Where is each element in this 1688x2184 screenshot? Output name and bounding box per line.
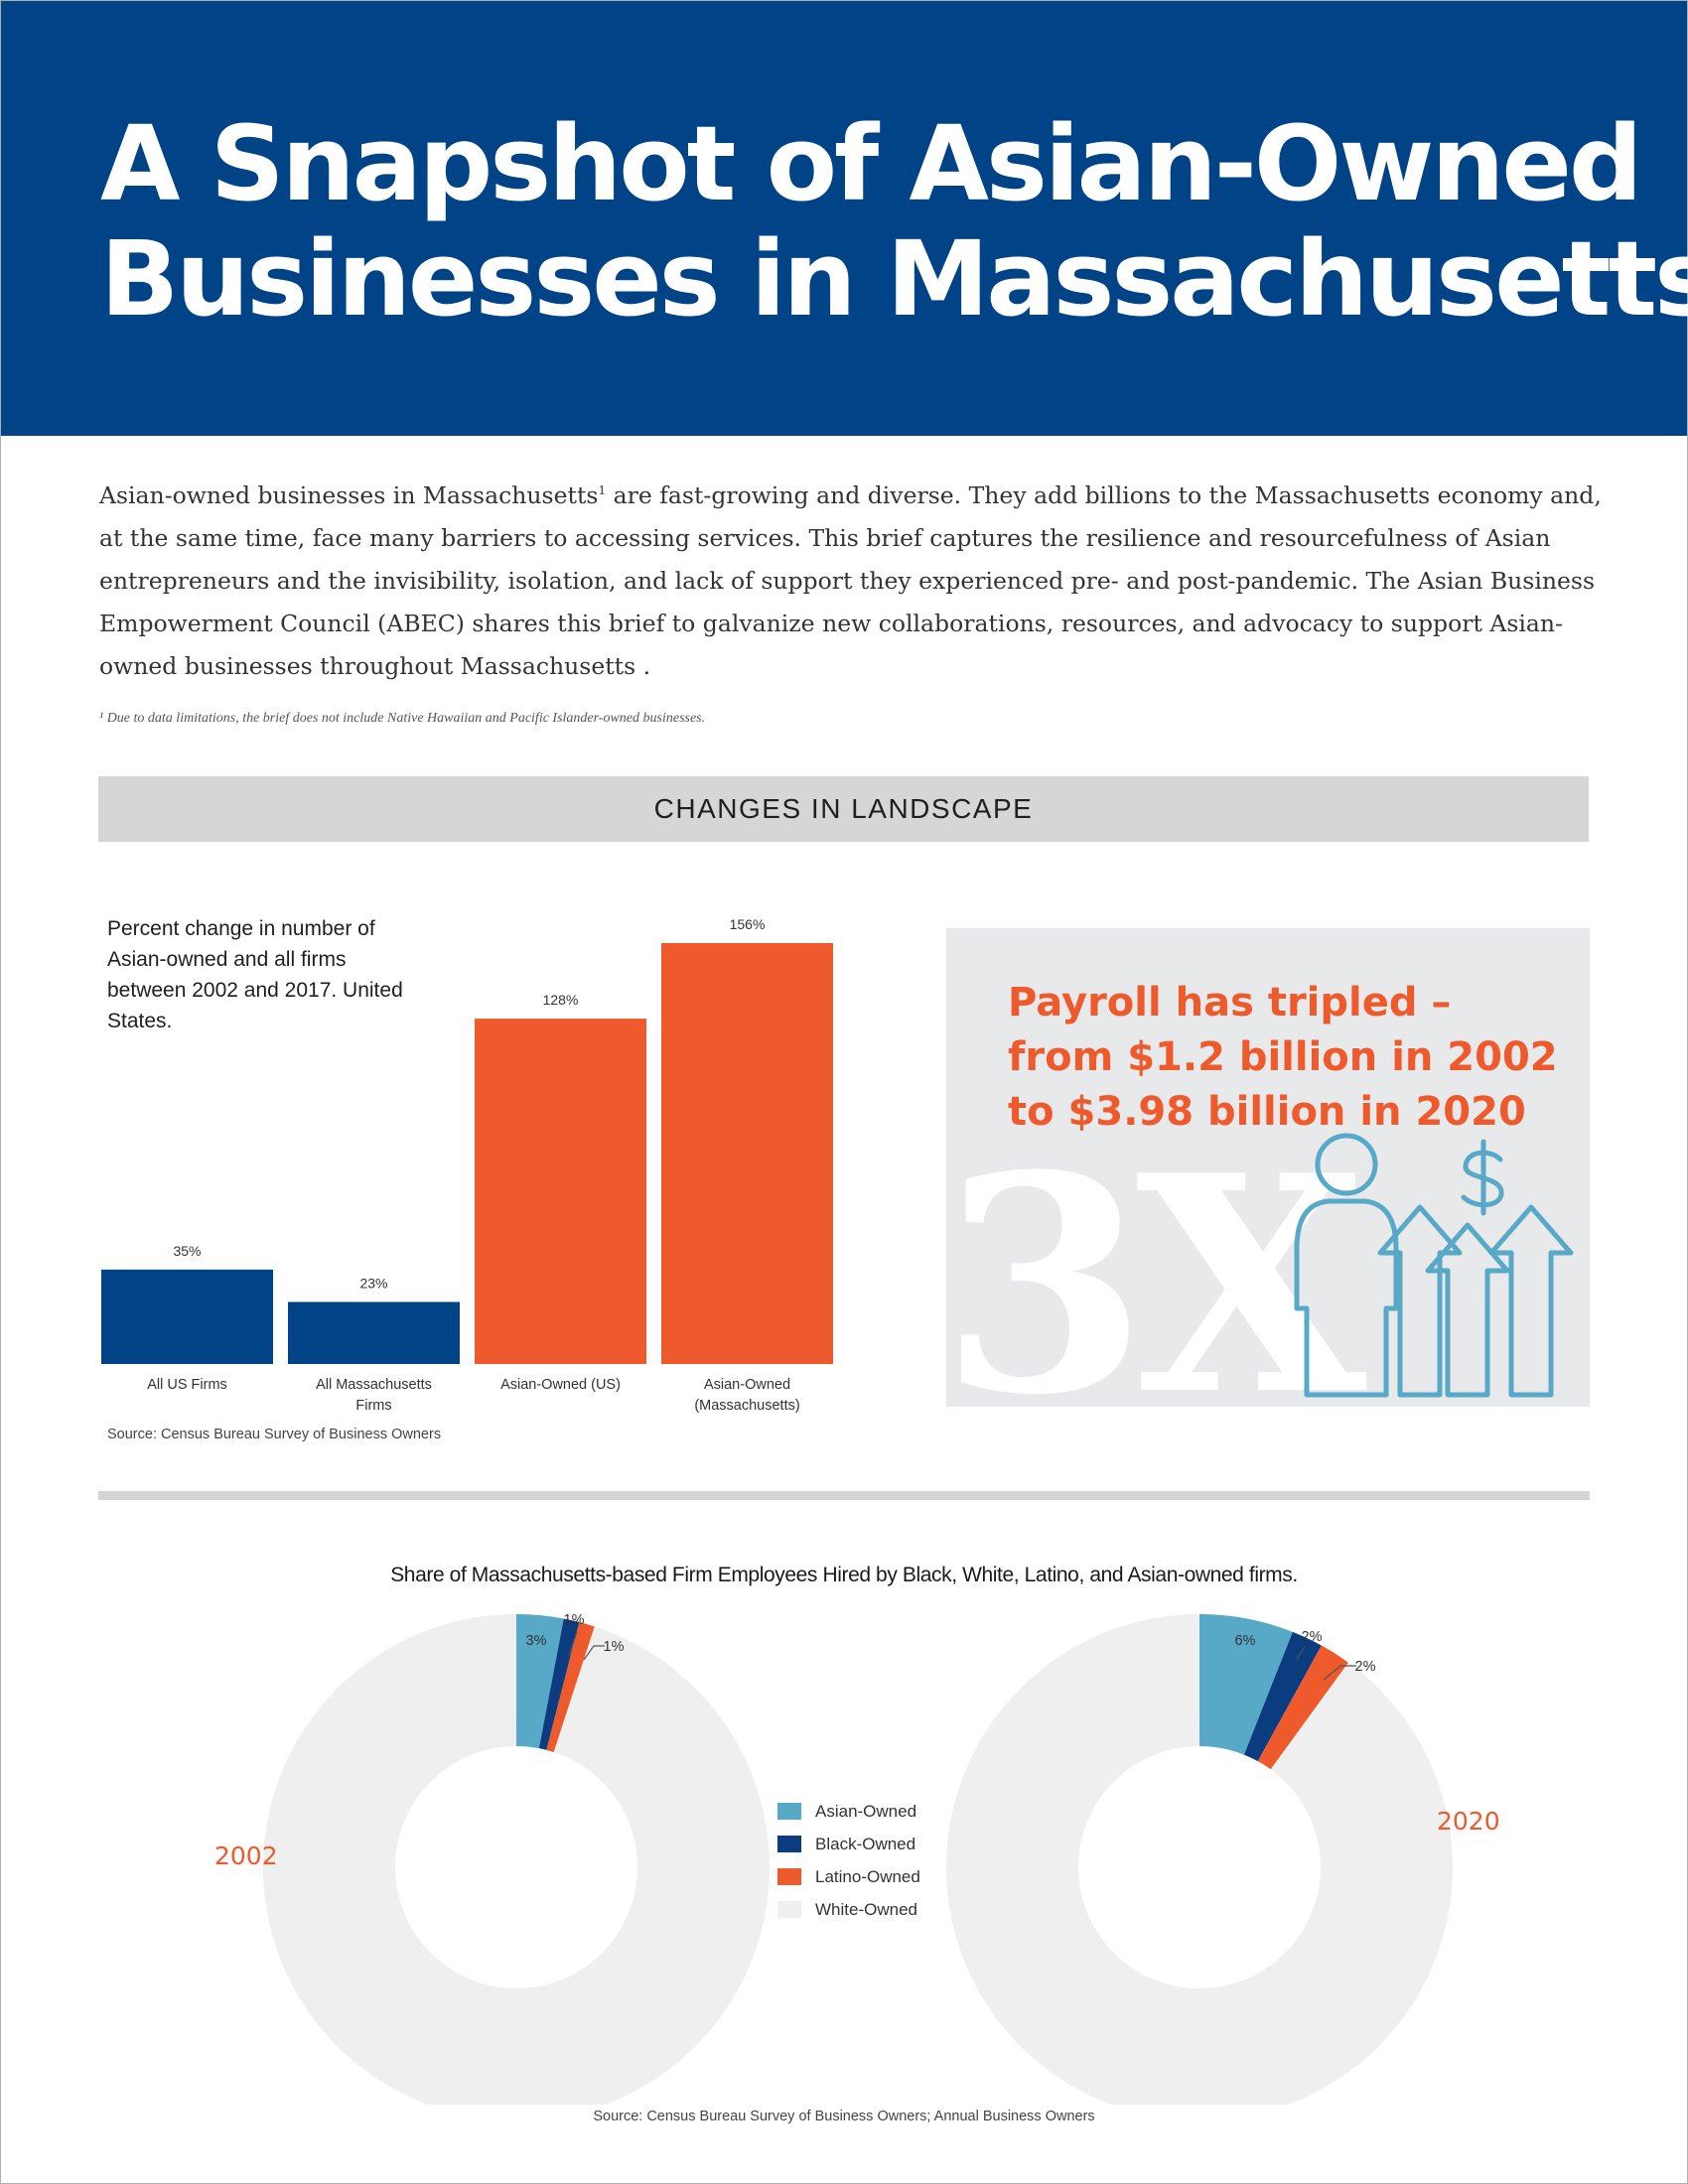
donut-2002-value-label-latino-owned: 1% [604, 1639, 625, 1655]
bar-chart: 35% All US Firms 23% All Massachusetts Firms… [101, 916, 833, 1414]
donut-2020-slice-latino-owned [1257, 1645, 1348, 1770]
legend-label-black-owned: Black-Owned [815, 1834, 916, 1853]
intro-paragraph: Asian-owned businesses in Massachusetts1… [99, 475, 1609, 688]
payroll-headline: Payroll has tripled – from $1.2 billion … [1008, 980, 1558, 1135]
page-title-line-2: Businesses in Massachusetts [100, 218, 1688, 340]
intro-text-part-2: are fast-growing and diverse. They add b… [99, 481, 1602, 680]
bar-value-label-asian-owned-us: 128% [543, 992, 579, 1008]
donut-2002-leader-line-black-owned [568, 1631, 578, 1657]
legend-item-asian-owned: Asian-Owned [777, 1795, 920, 1828]
legend-swatch-white-owned [777, 1901, 801, 1918]
donut-legend: Asian-Owned Black-Owned Latino-Owned White-… [777, 1795, 920, 1926]
section-title: CHANGES IN LANDSCAPE [653, 793, 1034, 824]
donut-2002-label: 2002 [214, 1842, 278, 1870]
legend-swatch-latino-owned [777, 1868, 801, 1885]
donut-2002-value-label-black-owned: 1% [564, 1612, 585, 1628]
donut-source: Source: Census Bureau Survey of Business… [593, 2109, 1095, 2124]
payroll-panel: 3X Payroll has tripled – from $1.2 billi… [946, 928, 1590, 1407]
donut-2020-slice-black-owned [1243, 1631, 1322, 1762]
bar-chart-note: Percent change in number of Asian-owned … [107, 917, 403, 1032]
legend-label-latino-owned: Latino-Owned [815, 1866, 920, 1886]
page-title-line-1: A Snapshot of Asian-Owned [100, 103, 1642, 224]
bar-asian-owned-massachusetts [661, 943, 833, 1364]
legend-item-black-owned: Black-Owned [777, 1828, 920, 1860]
section-band: CHANGES IN LANDSCAPE [98, 776, 1589, 842]
donut-2020-value-label-asian-owned: 6% [1235, 1633, 1256, 1649]
donut-2002-leader-line-latino-owned [583, 1645, 605, 1661]
donut-2020-value-label-black-owned: 2% [1302, 1629, 1323, 1645]
bar-value-label-all-us-firms: 35% [173, 1243, 201, 1259]
donut-2020-slice-asian-owned [1199, 1614, 1293, 1755]
legend-label-asian-owned: Asian-Owned [815, 1801, 917, 1821]
section-divider [98, 1491, 1590, 1500]
donut-2020-leader-line-black-owned [1296, 1646, 1306, 1660]
donut-charts: 3% 1% 1% 6% 2% 2% [263, 1612, 1453, 2105]
legend-label-white-owned: White-Owned [815, 1899, 917, 1919]
person-dollar-rising-arrows-icon [1294, 1133, 1574, 1398]
donut-2020-label: 2020 [1437, 1807, 1500, 1836]
bar-category-label-asian-owned-massachusetts: Asian-Owned [704, 1377, 790, 1393]
donut-2002-value-label-asian-owned: 3% [526, 1633, 547, 1649]
legend-swatch-black-owned [777, 1836, 801, 1852]
donut-section-title: Share of Massachusetts-based Firm Employ… [390, 1564, 1298, 1586]
legend-item-white-owned: White-Owned [777, 1893, 920, 1926]
header-banner: A Snapshot of Asian-Owned Businesses in … [1, 1, 1688, 436]
footnote-marker: 1 [598, 483, 607, 498]
legend-item-latino-owned: Latino-Owned [777, 1860, 920, 1893]
donut-2002-slice-asian-owned [516, 1614, 564, 1749]
bar-value-label-all-massachusetts-firms: 23% [359, 1275, 387, 1291]
donut-2020-value-label-latino-owned: 2% [1355, 1659, 1376, 1675]
donut-2002-slice-latino-owned [546, 1622, 595, 1752]
legend-swatch-asian-owned [777, 1803, 801, 1820]
bar-value-label-asian-owned-massachusetts: 156% [730, 916, 766, 932]
bar-chart-source: Source: Census Bureau Survey of Business… [107, 1427, 442, 1442]
bar-all-massachusetts-firms [288, 1301, 460, 1364]
bar-category-label-asian-owned-massachusetts: (Massachusetts) [694, 1398, 799, 1414]
intro-text-part-1: Asian-owned businesses in Massachusetts [99, 481, 599, 509]
bar-category-label-asian-owned-us: Asian-Owned (US) [500, 1377, 621, 1393]
bar-all-us-firms [101, 1269, 273, 1364]
donut-2020-slice-white-owned [946, 1614, 1453, 2105]
bar-asian-owned-us [475, 1019, 646, 1364]
bar-category-label-all-massachusetts-firms: Firms [355, 1398, 391, 1414]
footnote: ¹ Due to data limitations, the brief doe… [99, 711, 706, 726]
donut-2020-leader-line-latino-owned [1323, 1665, 1356, 1681]
donut-2002-slice-white-owned [263, 1614, 770, 2105]
bar-category-label-all-us-firms: All US Firms [147, 1377, 227, 1393]
donut-2002-slice-black-owned [538, 1618, 580, 1750]
bar-category-label-all-massachusetts-firms: All Massachusetts [316, 1377, 432, 1393]
